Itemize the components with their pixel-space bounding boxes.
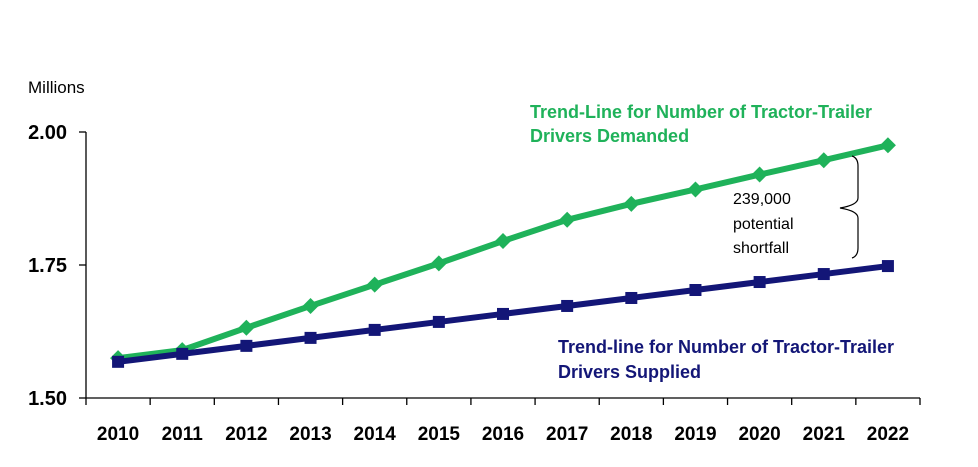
data-point [881, 260, 894, 273]
x-tick-label: 2012 [225, 424, 267, 445]
x-tick-labels: 2010 2011 2012 2013 2014 2015 2016 2017 2018 2019… [97, 424, 909, 445]
x-tick-label: 2021 [803, 424, 846, 445]
data-point [815, 152, 832, 169]
data-point [561, 299, 574, 312]
data-point [689, 284, 702, 297]
series-group [110, 137, 896, 368]
data-point [430, 255, 447, 272]
data-point [753, 276, 766, 289]
data-point [623, 195, 640, 212]
data-point [497, 307, 509, 320]
data-point [240, 339, 253, 352]
demand-series-label: Trend-Line for Number of Tractor-Trailer… [530, 102, 872, 146]
data-point [751, 166, 768, 183]
y-tick-labels: 2.00 1.75 1.50 [28, 122, 67, 410]
x-tick-label: 2019 [674, 424, 716, 445]
demand-label-line-1: Trend-Line for Number of Tractor-Trailer [530, 102, 872, 122]
data-point [495, 233, 511, 250]
shortfall-word-potential: potential [733, 216, 794, 233]
x-tick-label: 2011 [162, 424, 204, 445]
data-point [112, 355, 125, 368]
x-tick-label: 2014 [354, 424, 397, 445]
supply-series-label: Trend-line for Number of Tractor-Trailer… [558, 337, 894, 382]
shortfall-brace [839, 155, 859, 259]
axes [79, 131, 921, 405]
data-point [368, 323, 381, 336]
supply-label-line-1: Trend-line for Number of Tractor-Trailer [558, 337, 894, 357]
data-point [432, 315, 445, 328]
y-axis-unit-label: Millions [28, 78, 85, 97]
x-tick-label: 2020 [738, 424, 780, 445]
supply-label-line-2: Drivers Supplied [558, 362, 701, 382]
y-tick-label: 2.00 [28, 122, 67, 144]
data-point [559, 211, 576, 228]
y-tick-label: 1.50 [28, 388, 67, 410]
x-tick-label: 2016 [482, 424, 524, 445]
shortfall-amount: 239,000 [733, 191, 791, 208]
data-point [687, 181, 704, 198]
x-tick-label: 2010 [97, 424, 139, 445]
x-tick-label: 2017 [546, 424, 588, 445]
data-point [366, 276, 383, 293]
x-tick-label: 2013 [289, 424, 331, 445]
shortfall-word-shortfall: shortfall [733, 240, 789, 257]
data-point [176, 347, 189, 360]
series-1 [112, 260, 894, 368]
x-tick-label: 2022 [867, 424, 909, 445]
shortfall-annotation: 239,000 potential shortfall [733, 155, 859, 259]
data-point [879, 137, 896, 154]
data-point [304, 331, 317, 344]
data-point [625, 291, 638, 304]
x-tick-label: 2018 [610, 424, 652, 445]
data-point [817, 268, 830, 281]
data-point [302, 297, 319, 314]
y-tick-label: 1.75 [28, 255, 67, 277]
data-point [238, 319, 255, 336]
demand-label-line-2: Drivers Demanded [530, 126, 689, 146]
x-tick-label: 2015 [418, 424, 461, 445]
